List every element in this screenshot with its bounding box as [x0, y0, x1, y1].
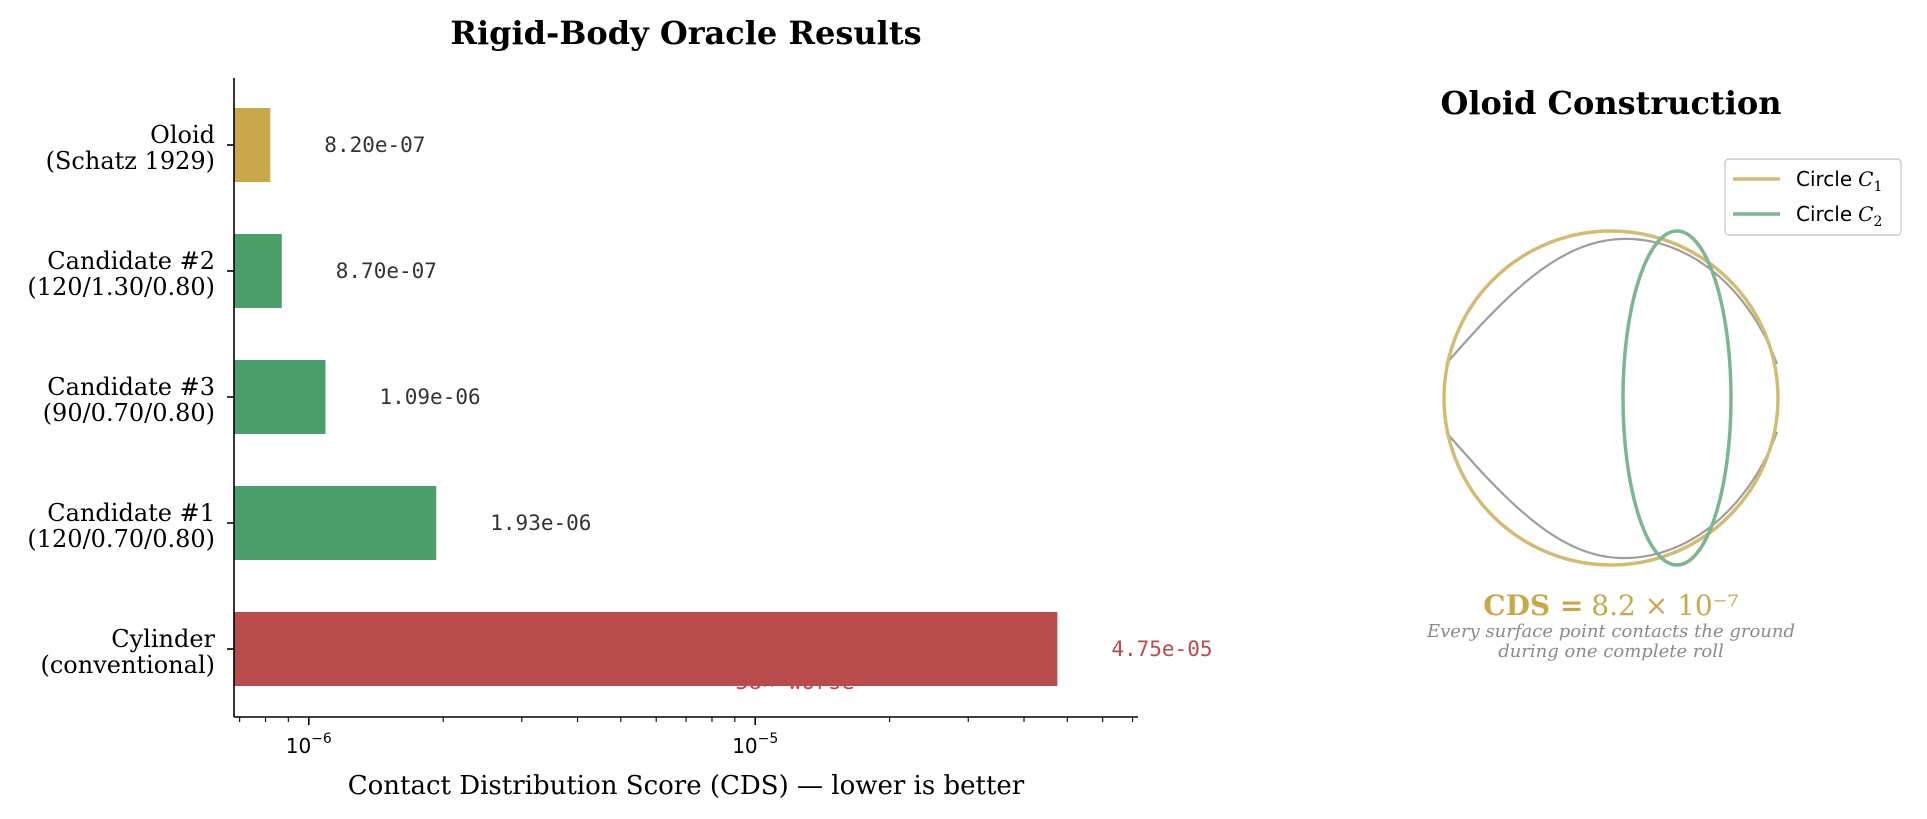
bar-value-label-1: 8.70e-07 [336, 259, 437, 283]
bar-3 [234, 486, 437, 560]
category-labels: Oloid(Schatz 1929) Candidate #2(120/1.30/… [27, 121, 234, 679]
x-tick-label-1: 10−5 [732, 731, 778, 758]
bar-0 [234, 108, 271, 182]
x-tick-label-0: 10−6 [286, 731, 332, 758]
diagram-title: Oloid Construction [1440, 84, 1781, 122]
bars-group [234, 108, 437, 560]
hull-curve-bottom [1445, 431, 1779, 560]
legend-label-c1: Circle C1 [1796, 167, 1882, 195]
chart-title: Rigid-Body Oracle Results [450, 14, 921, 52]
cylinder-bar-layer [234, 612, 1058, 686]
circle-c1 [1442, 229, 1780, 567]
category-label-1-line1: Candidate #2 [47, 247, 215, 275]
bar-value-label-0: 8.20e-07 [324, 133, 425, 157]
bar-1 [234, 234, 282, 308]
legend-label-c1-name: Circle [1796, 167, 1852, 191]
category-label-0-line1: Oloid [150, 121, 215, 149]
bar-chart: Rigid-Body Oracle Results 8.20e-07 8.70e-… [27, 14, 1212, 801]
bar-4 [234, 612, 1058, 686]
caption-line-2: during one complete roll [1498, 641, 1724, 662]
category-label-1-line2: (120/1.30/0.80) [27, 273, 215, 301]
cds-value: 8.2 × 10⁻⁷ [1591, 589, 1738, 622]
circle-c2 [1621, 229, 1733, 567]
bar-value-label-4: 4.75e-05 [1111, 637, 1212, 661]
legend-label-c1-sub: 1 [1873, 179, 1882, 195]
cds-label: CDS = [1483, 589, 1583, 622]
legend-label-c2-name: Circle [1796, 202, 1852, 226]
category-label-2-line2: (90/0.70/0.80) [43, 399, 215, 427]
category-label-3-line1: Candidate #1 [47, 499, 215, 527]
category-label-0-line2: (Schatz 1929) [46, 147, 215, 175]
bar-value-label-2: 1.09e-06 [379, 385, 480, 409]
category-label-4-line2: (conventional) [40, 651, 215, 679]
category-label-2-line1: Candidate #3 [47, 373, 215, 401]
bar-2 [234, 360, 326, 434]
cds-readout: CDS = 8.2 × 10⁻⁷ [1483, 589, 1738, 622]
category-label-3-line2: (120/0.70/0.80) [27, 525, 215, 553]
bar-value-label-3: 1.93e-06 [490, 511, 591, 535]
hull-curve-top [1445, 237, 1779, 365]
category-label-4-line1: Cylinder [111, 625, 215, 653]
bar-value-labels: 8.20e-07 8.70e-07 1.09e-06 1.93e-06 4.75e-05 [324, 133, 1212, 661]
legend-label-c2-sub: 2 [1873, 214, 1882, 230]
legend-label-c2: Circle C2 [1796, 202, 1882, 230]
caption-line-1: Every surface point contacts the ground [1426, 621, 1795, 642]
legend: Circle C1 Circle C2 [1724, 158, 1902, 236]
x-axis-label: Contact Distribution Score (CDS) — lower… [348, 771, 1025, 801]
x-axis-ticks: 10−6 10−5 [239, 717, 1134, 758]
oloid-diagram: Oloid Construction Circle C1 Circle C2 CDS… [1426, 84, 1902, 662]
